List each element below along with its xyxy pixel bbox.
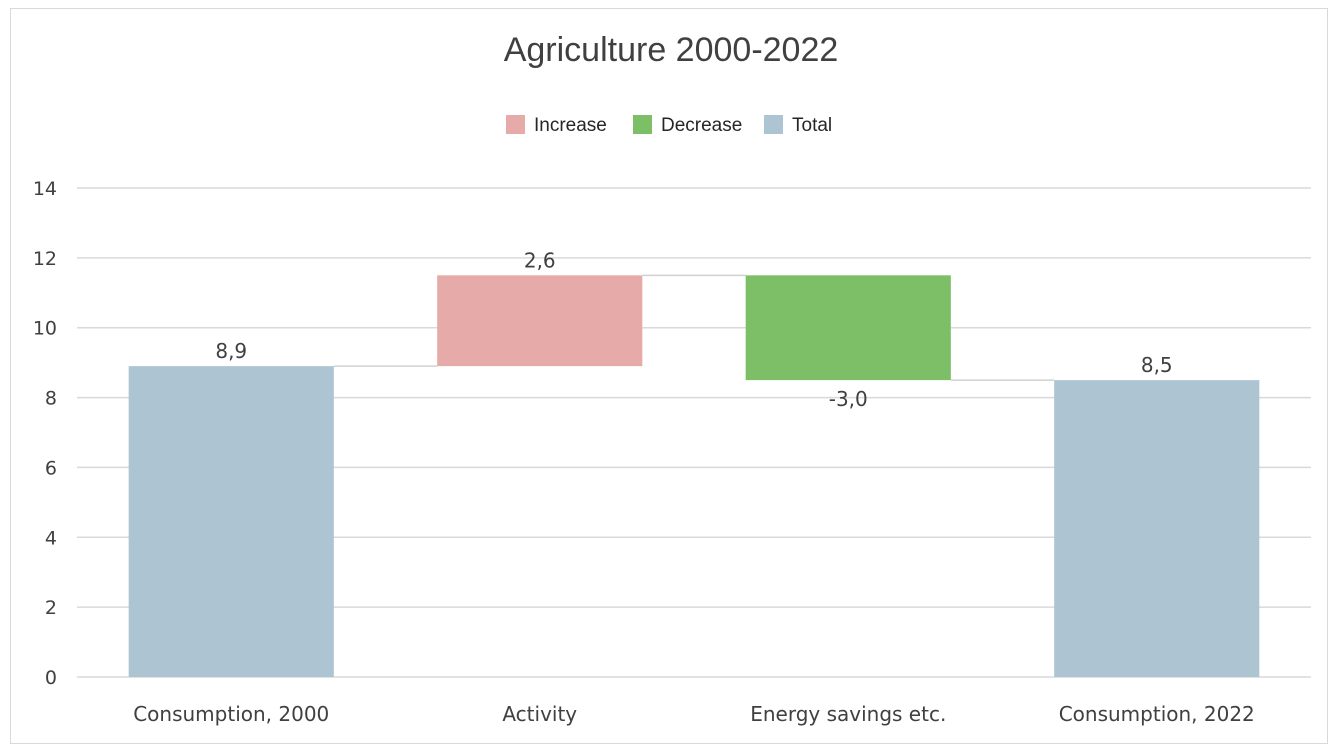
y-tick-label: 4 (45, 527, 57, 549)
chart-title: Agriculture 2000-2022 (504, 31, 839, 69)
bar-decrease (745, 275, 951, 381)
data-label: 8,5 (1141, 353, 1173, 377)
x-tick-label: Consumption, 2022 (1059, 702, 1255, 726)
x-tick-label: Activity (502, 702, 577, 726)
y-tick-label: 8 (45, 388, 57, 410)
chart-frame: Agriculture 2000-2022 Increase Decrease To… (10, 8, 1328, 744)
data-labels: 8,9 2,6 -3,0 8,5 (215, 248, 1172, 411)
y-axis: 0 2 4 6 8 10 12 14 (33, 178, 57, 689)
legend: Increase Decrease Total (506, 115, 832, 136)
y-tick-label: 0 (45, 667, 57, 689)
bar-increase (437, 275, 643, 367)
legend-swatch-total (764, 115, 783, 134)
legend-swatch-increase (506, 115, 525, 134)
data-label: 8,9 (215, 339, 247, 363)
bar-total (128, 366, 334, 677)
y-tick-label: 12 (33, 248, 57, 270)
data-label: -3,0 (829, 387, 868, 411)
bar-total (1054, 380, 1260, 677)
y-tick-label: 2 (45, 597, 57, 619)
x-tick-label: Energy savings etc. (750, 702, 946, 726)
legend-swatch-decrease (633, 115, 652, 134)
connectors (333, 274, 1055, 381)
waterfall-chart: Agriculture 2000-2022 Increase Decrease To… (33, 31, 1311, 726)
bars (128, 275, 1260, 677)
y-tick-label: 10 (33, 318, 57, 340)
y-tick-label: 14 (33, 178, 57, 200)
y-tick-label: 6 (45, 457, 57, 479)
data-label: 2,6 (524, 248, 556, 272)
x-tick-label: Consumption, 2000 (133, 702, 329, 726)
x-axis: Consumption, 2000 Activity Energy savings … (133, 702, 1255, 726)
legend-label-increase: Increase (534, 115, 607, 136)
legend-label-total: Total (792, 115, 832, 136)
legend-label-decrease: Decrease (661, 115, 742, 136)
